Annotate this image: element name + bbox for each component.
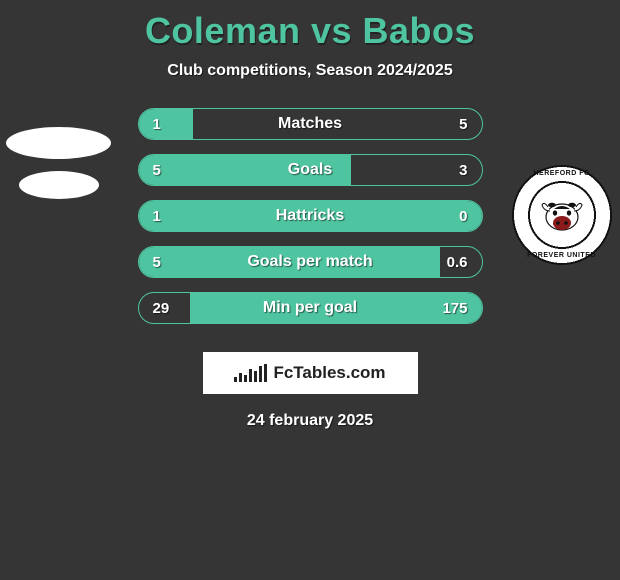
stat-value-right: 0.6 [447, 254, 468, 271]
logo-text: FcTables.com [273, 363, 385, 383]
stat-rows: 1Matches55Goals31Hattricks05Goals per ma… [138, 108, 483, 324]
subtitle: Club competitions, Season 2024/2025 [0, 62, 620, 80]
stat-label: Goals [139, 161, 482, 179]
stat-label: Goals per match [139, 253, 482, 271]
badge-ellipse [6, 127, 111, 159]
date-text: 24 february 2025 [0, 412, 620, 430]
stat-value-right: 175 [442, 300, 467, 317]
stat-row: 29Min per goal175 [138, 292, 483, 324]
stat-row: 5Goals per match0.6 [138, 246, 483, 278]
stat-value-right: 0 [459, 208, 467, 225]
club-crest: HEREFORD FC FOREVER UNITED [512, 165, 612, 265]
stat-value-right: 5 [459, 116, 467, 133]
fctables-logo[interactable]: FcTables.com [203, 352, 418, 394]
bull-icon [538, 195, 586, 235]
stat-label: Matches [139, 115, 482, 133]
player-left-badge [6, 108, 111, 218]
comparison-content: HEREFORD FC FOREVER UNITED [0, 108, 620, 324]
stat-row: 5Goals3 [138, 154, 483, 186]
stat-row: 1Matches5 [138, 108, 483, 140]
crest-inner [512, 165, 612, 265]
chart-icon [234, 364, 267, 382]
stat-row: 1Hattricks0 [138, 200, 483, 232]
page-title: Coleman vs Babos [0, 0, 620, 52]
stat-value-right: 3 [459, 162, 467, 179]
stat-label: Min per goal [139, 299, 482, 317]
player-right-badge: HEREFORD FC FOREVER UNITED [509, 160, 614, 270]
stat-label: Hattricks [139, 207, 482, 225]
crest-bottom-text: FOREVER UNITED [512, 252, 612, 259]
badge-ellipse-small [19, 171, 99, 199]
